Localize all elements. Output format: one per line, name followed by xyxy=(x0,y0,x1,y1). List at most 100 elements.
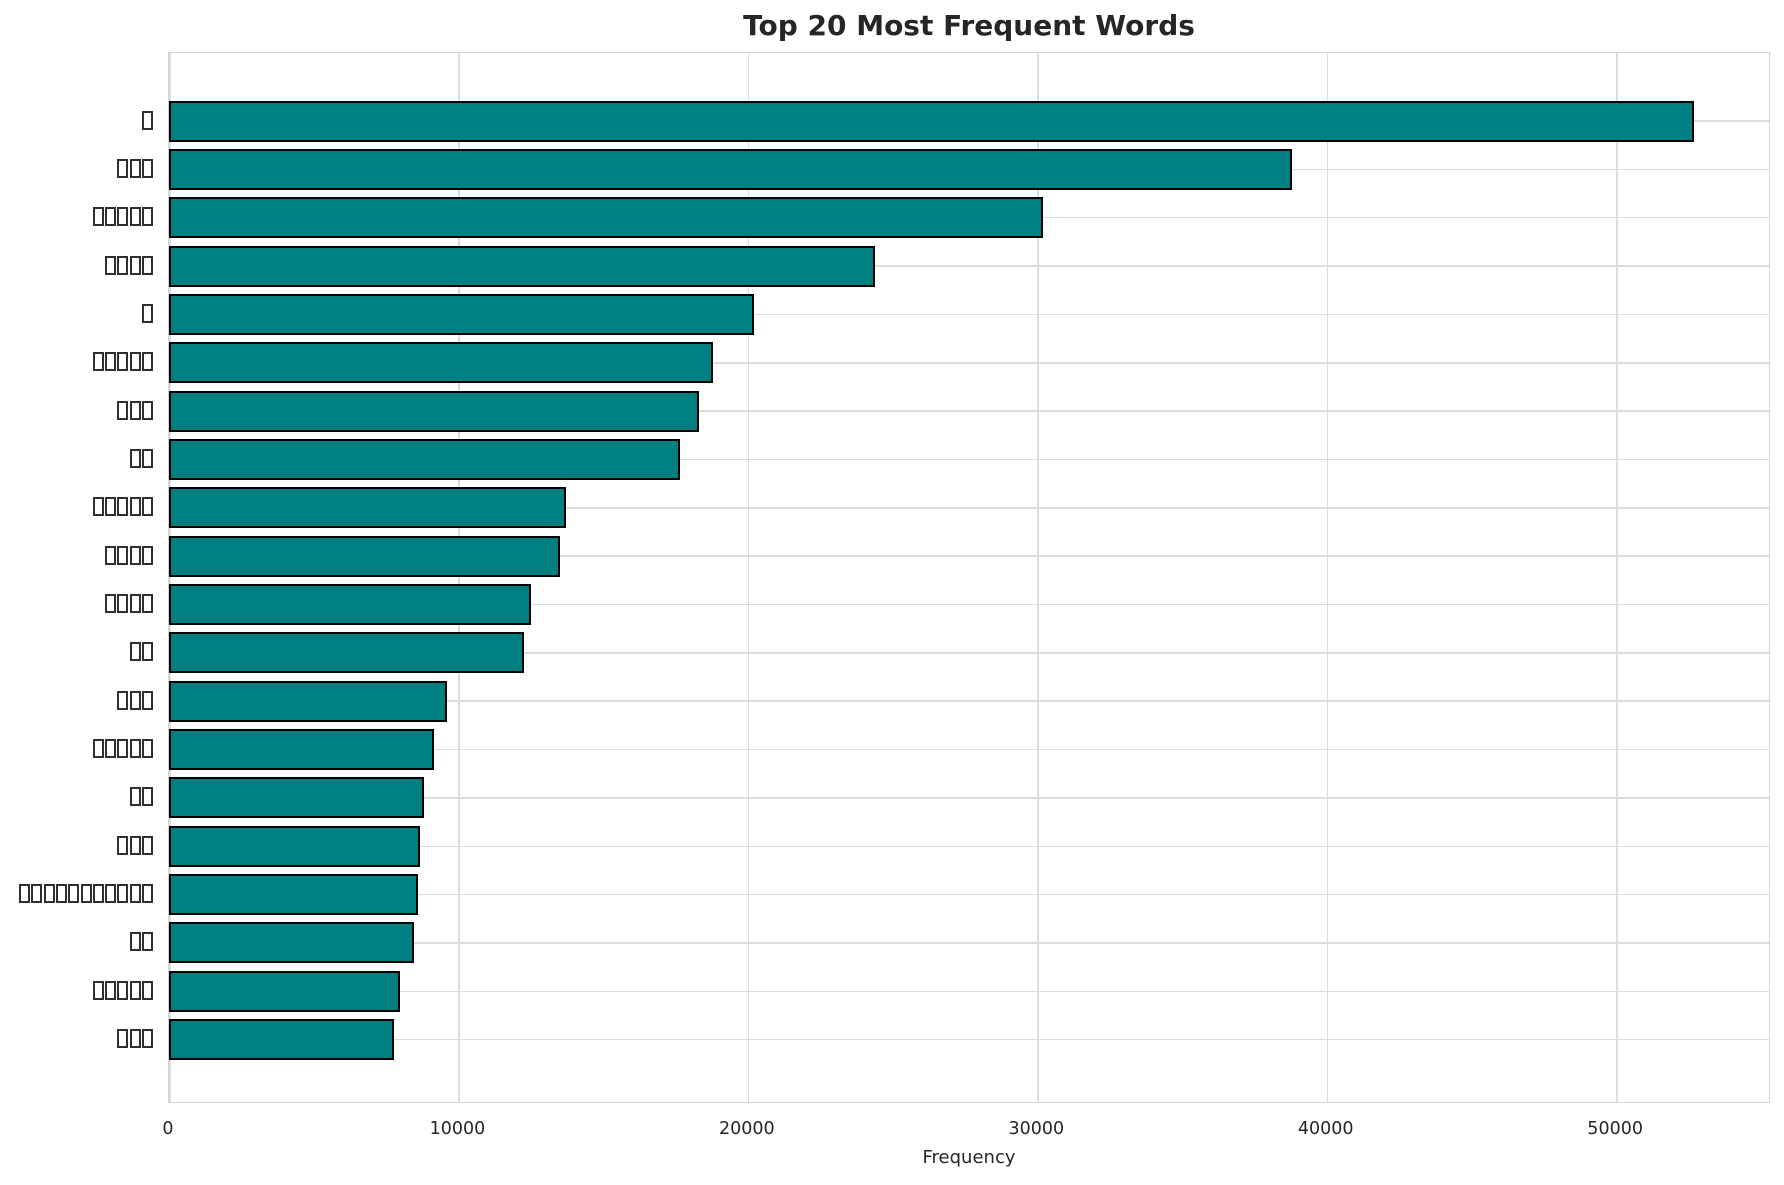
missing-glyph-box xyxy=(43,884,55,904)
gridline-horizontal xyxy=(169,265,1769,267)
missing-glyph-box xyxy=(129,158,141,178)
y-tick-label xyxy=(18,884,153,904)
bar xyxy=(169,632,524,674)
bar xyxy=(169,342,714,384)
missing-glyph-box xyxy=(129,980,141,1000)
missing-glyph-box xyxy=(105,980,117,1000)
y-tick-label xyxy=(116,835,153,855)
y-tick-label xyxy=(104,255,153,275)
missing-glyph-box xyxy=(117,1029,129,1049)
bar xyxy=(169,100,1695,142)
y-tick-label xyxy=(116,690,153,710)
missing-glyph-box xyxy=(142,352,153,372)
missing-glyph-box xyxy=(142,980,153,1000)
missing-glyph-box xyxy=(117,884,129,904)
missing-glyph-box xyxy=(129,545,141,565)
missing-glyph-box xyxy=(31,884,43,904)
missing-glyph-box xyxy=(117,980,129,1000)
missing-glyph-box xyxy=(129,352,141,372)
gridline-vertical xyxy=(458,53,460,1102)
bar xyxy=(169,245,876,287)
bar xyxy=(169,197,1044,239)
missing-glyph-box xyxy=(142,448,153,468)
gridline-horizontal xyxy=(169,748,1769,751)
missing-glyph-box xyxy=(142,690,153,710)
gridline-horizontal xyxy=(169,313,1769,316)
gridline-vertical xyxy=(747,53,750,1102)
missing-glyph-box xyxy=(142,545,153,565)
missing-glyph-box xyxy=(92,207,104,227)
y-tick-label xyxy=(128,932,153,952)
missing-glyph-box xyxy=(142,594,153,613)
gridline-horizontal xyxy=(169,458,1769,461)
missing-glyph-box xyxy=(142,932,153,952)
missing-glyph-box xyxy=(142,255,153,275)
missing-glyph-box xyxy=(142,207,153,227)
y-tick-label xyxy=(128,642,153,662)
bar xyxy=(169,293,754,335)
bar xyxy=(169,874,418,916)
missing-glyph-box xyxy=(129,739,141,759)
missing-glyph-box xyxy=(129,690,141,710)
bar xyxy=(169,777,424,819)
gridline-horizontal xyxy=(169,603,1769,606)
missing-glyph-box xyxy=(117,594,129,613)
bar xyxy=(169,584,531,625)
missing-glyph-box xyxy=(142,158,153,178)
missing-glyph-box xyxy=(129,932,141,952)
missing-glyph-box xyxy=(129,497,141,517)
missing-glyph-box xyxy=(129,400,141,420)
missing-glyph-box xyxy=(142,1029,153,1049)
missing-glyph-box xyxy=(117,255,129,275)
missing-glyph-box xyxy=(129,787,141,807)
missing-glyph-box xyxy=(105,497,117,517)
bar xyxy=(169,1019,394,1061)
missing-glyph-box xyxy=(142,642,153,662)
y-tick-label xyxy=(141,303,153,323)
missing-glyph-box xyxy=(92,739,104,759)
y-tick-label xyxy=(92,352,153,372)
missing-glyph-box xyxy=(129,835,141,855)
bar xyxy=(169,680,447,722)
missing-glyph-box xyxy=(117,739,129,759)
bar xyxy=(169,390,699,432)
y-tick-label xyxy=(92,980,153,1000)
missing-glyph-box xyxy=(80,884,92,904)
missing-glyph-box xyxy=(117,400,129,420)
missing-glyph-box xyxy=(117,207,129,227)
missing-glyph-box xyxy=(142,400,153,420)
missing-glyph-box xyxy=(117,352,129,372)
missing-glyph-box xyxy=(142,497,153,517)
bar xyxy=(169,487,566,529)
missing-glyph-box xyxy=(92,352,104,372)
missing-glyph-box xyxy=(117,158,129,178)
bar xyxy=(169,729,434,771)
y-tick-label xyxy=(92,207,153,227)
x-axis-label: Frequency xyxy=(922,1147,1016,1168)
y-tick-label xyxy=(92,497,153,517)
bar xyxy=(169,148,1292,190)
missing-glyph-box xyxy=(92,980,104,1000)
bar xyxy=(169,922,414,964)
chart-title: Top 20 Most Frequent Words xyxy=(743,9,1195,42)
missing-glyph-box xyxy=(142,303,153,323)
missing-glyph-box xyxy=(142,835,153,855)
missing-glyph-box xyxy=(92,884,104,904)
missing-glyph-box xyxy=(105,545,117,565)
x-tick-label: 0 xyxy=(162,1119,174,1139)
y-tick-label xyxy=(141,110,153,130)
gridline-horizontal xyxy=(169,555,1769,557)
x-tick-label: 10000 xyxy=(429,1119,486,1139)
gridline-horizontal xyxy=(169,700,1769,702)
bar xyxy=(169,970,400,1012)
y-tick-label xyxy=(116,1029,153,1049)
gridline-vertical xyxy=(169,53,171,1102)
y-tick-label xyxy=(92,739,153,759)
bar xyxy=(169,535,560,577)
gridline-vertical xyxy=(1037,53,1039,1102)
missing-glyph-box xyxy=(142,787,153,807)
gridline-horizontal xyxy=(169,507,1769,509)
missing-glyph-box xyxy=(68,884,80,904)
y-tick-label xyxy=(128,448,153,468)
